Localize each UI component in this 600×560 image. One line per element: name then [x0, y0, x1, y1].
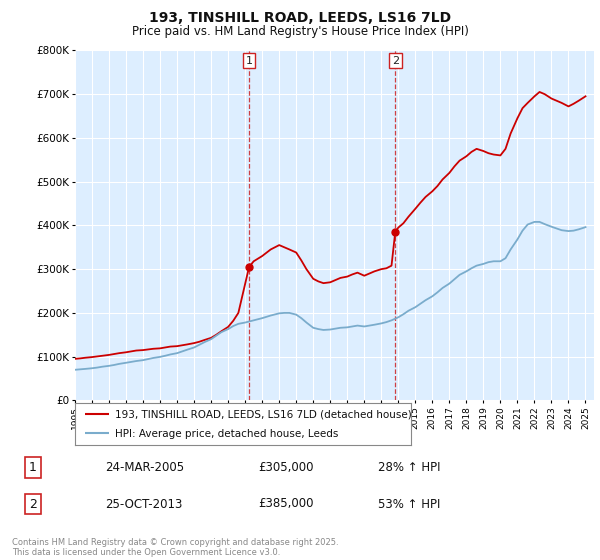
Text: 1: 1	[245, 55, 253, 66]
Text: £385,000: £385,000	[258, 497, 314, 511]
Text: 25-OCT-2013: 25-OCT-2013	[105, 497, 182, 511]
Text: 193, TINSHILL ROAD, LEEDS, LS16 7LD: 193, TINSHILL ROAD, LEEDS, LS16 7LD	[149, 11, 451, 25]
Text: Price paid vs. HM Land Registry's House Price Index (HPI): Price paid vs. HM Land Registry's House …	[131, 25, 469, 38]
Text: 193, TINSHILL ROAD, LEEDS, LS16 7LD (detached house): 193, TINSHILL ROAD, LEEDS, LS16 7LD (det…	[115, 409, 412, 419]
Text: 1: 1	[29, 461, 37, 474]
Text: 2: 2	[29, 497, 37, 511]
Text: HPI: Average price, detached house, Leeds: HPI: Average price, detached house, Leed…	[115, 430, 338, 439]
Text: 2: 2	[392, 55, 399, 66]
Text: 24-MAR-2005: 24-MAR-2005	[105, 461, 184, 474]
Text: Contains HM Land Registry data © Crown copyright and database right 2025.
This d: Contains HM Land Registry data © Crown c…	[12, 538, 338, 557]
Text: £305,000: £305,000	[258, 461, 314, 474]
Text: 53% ↑ HPI: 53% ↑ HPI	[378, 497, 440, 511]
Text: 28% ↑ HPI: 28% ↑ HPI	[378, 461, 440, 474]
